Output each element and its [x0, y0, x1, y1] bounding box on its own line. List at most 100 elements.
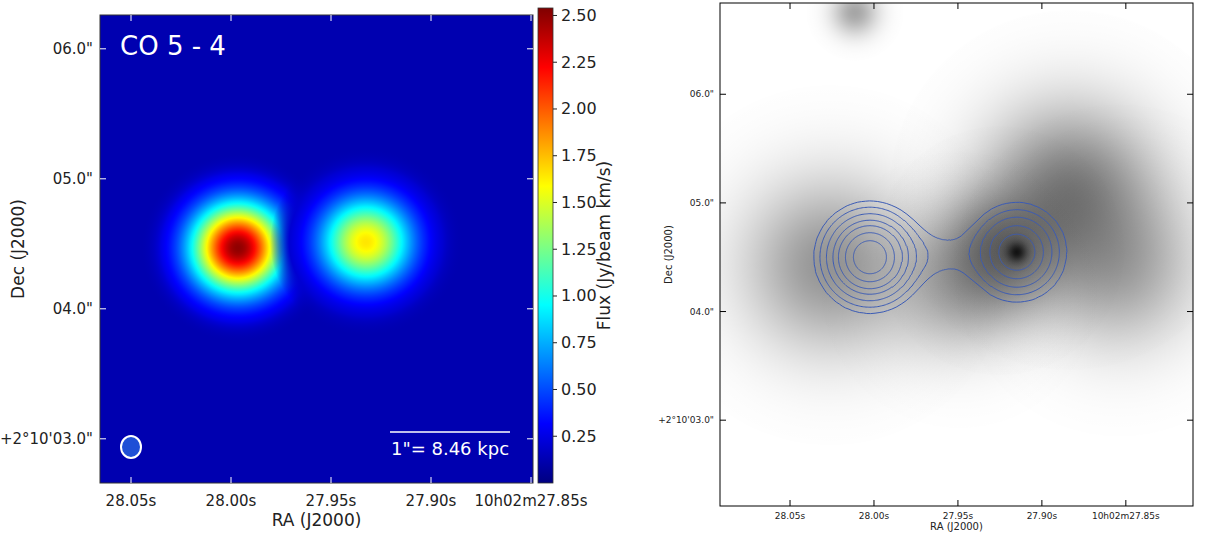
contour-source — [869, 257, 870, 258]
contour — [814, 201, 1067, 314]
y-tick — [720, 311, 726, 312]
title: CO 5 - 4 — [120, 31, 226, 61]
x-tick — [331, 477, 332, 483]
y-tick — [1187, 202, 1193, 203]
colorbar-tick-label: 1.75 — [561, 146, 597, 165]
colorbar-tick — [553, 436, 557, 437]
x-tick — [873, 3, 874, 9]
colorbar-tick-label: 2.25 — [561, 53, 597, 72]
x-tick — [873, 500, 874, 506]
x-tick-label: 10h02m27.85s — [474, 492, 587, 510]
x-axis-title: RA (J2000) — [930, 521, 983, 532]
colorbar-tick-label: 1.50 — [561, 193, 597, 212]
x-tick — [431, 477, 432, 483]
y-tick — [100, 438, 106, 439]
x-tick-label: 28.05s — [106, 492, 157, 510]
colorbar-tick-label: 1.25 — [561, 240, 597, 259]
contour — [838, 226, 902, 289]
x-tick — [131, 15, 132, 21]
y-tick-label: 06.0" — [53, 40, 93, 58]
y-tick — [527, 308, 533, 309]
y-tick-label: 06.0" — [690, 89, 714, 99]
x-tick-label: 10h02m27.85s — [1092, 511, 1160, 521]
x-tick-label: 27.90s — [1027, 511, 1058, 521]
contour — [969, 210, 1060, 295]
frame — [100, 15, 533, 483]
x-tick — [331, 15, 332, 21]
y-tick — [1187, 94, 1193, 95]
map-background — [100, 15, 533, 483]
colorbar-tick — [553, 62, 557, 63]
y-tick — [720, 202, 726, 203]
axes: 28.05s 28.00s 27.95s 27.90s 10h02m27.85s +2°1… — [658, 3, 1193, 532]
x-axis-title: RA (J2000) — [272, 510, 362, 530]
contour — [845, 233, 894, 282]
x-tick-label: 27.95s — [306, 492, 357, 510]
x-tick — [531, 15, 532, 21]
y-tick — [720, 420, 726, 421]
colorbar-tick-label: 2.50 — [561, 6, 597, 25]
contour-source — [943, 254, 944, 255]
colorbar-tick-label: 1.00 — [561, 286, 597, 305]
colorbar-tick — [553, 108, 557, 109]
x-tick-label: 28.05s — [775, 511, 806, 521]
y-tick — [1187, 311, 1193, 312]
x-tick-label: 27.90s — [406, 492, 457, 510]
contour — [853, 241, 886, 274]
stellar-emission — [996, 231, 1038, 273]
x-tick — [131, 477, 132, 483]
x-tick-label: 28.00s — [859, 511, 890, 521]
colorbar-tick — [553, 202, 557, 203]
colorbar-tick — [553, 342, 557, 343]
colorbar-tick — [553, 249, 557, 250]
x-tick — [531, 477, 532, 483]
contour — [990, 226, 1044, 279]
colorbar-tick-label: 0.25 — [561, 427, 597, 446]
contour — [826, 214, 916, 301]
colorbar-title: Flux (Jy/beam km/s) — [594, 161, 614, 330]
beam — [121, 436, 141, 458]
y-tick — [100, 178, 106, 179]
contour — [820, 207, 928, 307]
y-tick — [1187, 420, 1193, 421]
colorbar-tick — [553, 15, 557, 16]
x-tick — [957, 3, 958, 9]
x-tick — [790, 3, 791, 9]
y-axis-title: Dec (J2000) — [8, 199, 28, 299]
scale-label: 1"= 8.46 kpc — [391, 438, 509, 459]
x-tick — [431, 15, 432, 21]
y-tick — [100, 308, 106, 309]
y-tick-label: +2°10'03.0" — [0, 430, 93, 448]
x-tick — [1041, 3, 1042, 9]
scale-bar — [390, 431, 510, 433]
emission-source — [270, 149, 462, 335]
x-tick — [1041, 500, 1042, 506]
y-tick — [100, 48, 106, 49]
x-tick-label: 28.00s — [206, 492, 257, 510]
stellar-emission — [807, 3, 904, 61]
contour — [999, 234, 1035, 270]
y-tick-label: +2°10'03.0" — [658, 415, 714, 425]
heatmap — [100, 15, 533, 483]
contours — [814, 201, 1067, 314]
y-tick — [527, 48, 533, 49]
x-tick-label: 27.95s — [943, 511, 974, 521]
x-tick — [1125, 3, 1126, 9]
y-tick-label: 05.0" — [53, 170, 93, 188]
y-tick-label: 04.0" — [53, 300, 93, 318]
x-tick — [231, 15, 232, 21]
y-tick — [527, 438, 533, 439]
y-tick — [527, 178, 533, 179]
y-tick-label: 05.0" — [690, 198, 714, 208]
contour — [980, 217, 1052, 287]
frame — [720, 3, 1193, 506]
contour-source — [1016, 252, 1017, 253]
colorbar — [538, 8, 553, 483]
stellar-emission — [821, 151, 1098, 428]
axes: 28.05s 28.00s 27.95s 27.90s 10h02m27.85s +2°1… — [0, 15, 588, 530]
y-axis-title: Dec (J2000) — [663, 225, 674, 284]
colorbar-tick — [553, 155, 557, 156]
colorbar-tick-label: 0.75 — [561, 333, 597, 352]
x-tick — [1125, 500, 1126, 506]
x-tick — [957, 500, 958, 506]
